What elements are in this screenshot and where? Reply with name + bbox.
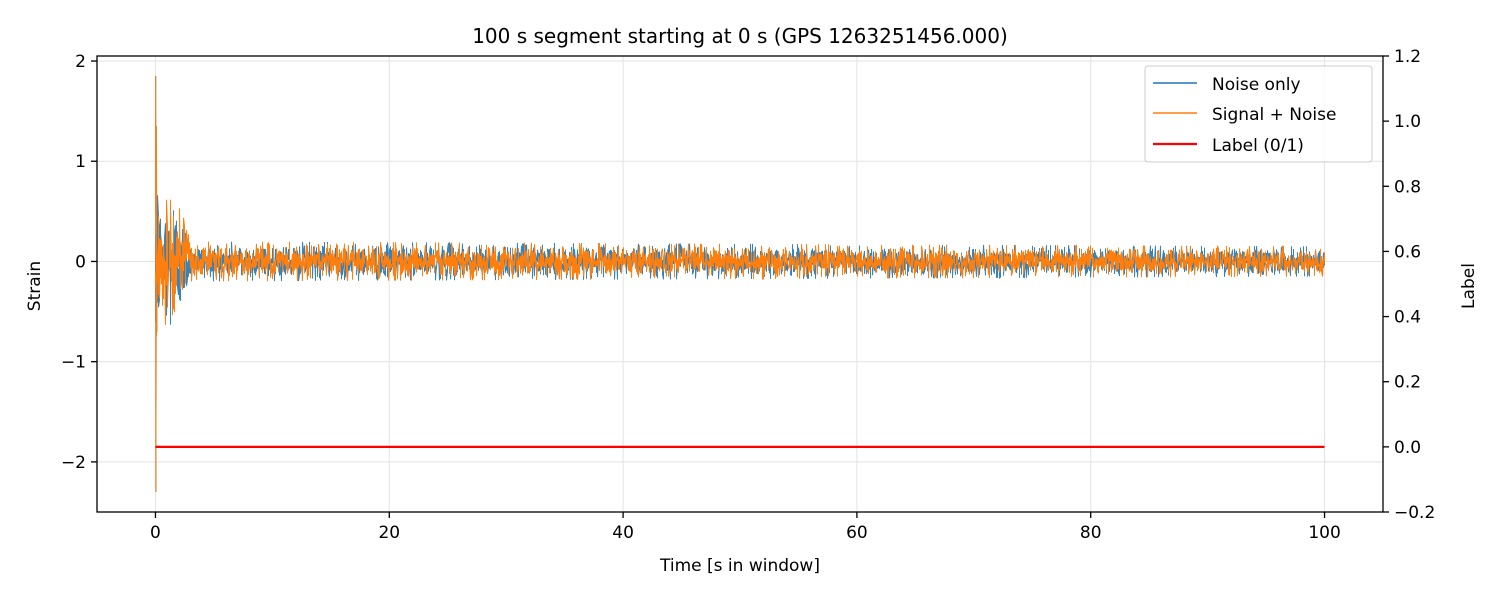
x-tick-label: 60	[846, 523, 868, 543]
y2-tick-label: 1.0	[1394, 112, 1421, 132]
y2-tick-label: 0.2	[1394, 373, 1421, 393]
legend: Noise only Signal + Noise Label (0/1)	[1144, 65, 1373, 163]
y-tick-label: 1	[75, 152, 86, 172]
y-axis-label: Strain	[25, 261, 45, 311]
y-tick-label: 0	[75, 252, 86, 272]
legend-label-label: Label (0/1)	[1212, 136, 1304, 156]
legend-label-noise-only: Noise only	[1212, 75, 1301, 95]
y2-tick-label: 0.4	[1394, 308, 1421, 328]
y2-tick-label: 0.0	[1394, 438, 1421, 458]
y-axis-ticks: −2 −1 0 1 2	[61, 52, 97, 473]
y2-tick-label: −0.2	[1394, 503, 1435, 523]
y2-tick-label: 0.8	[1394, 177, 1421, 197]
y2-tick-label: 1.2	[1394, 47, 1421, 67]
series-layer	[155, 75, 1325, 493]
x-tick-label: 80	[1080, 523, 1102, 543]
plot-frame	[96, 55, 1384, 513]
x-axis-ticks: 0 20 40 60 80 100	[150, 512, 1341, 543]
y2-axis-label: Label	[1459, 263, 1479, 309]
y2-axis-ticks: −0.2 0.0 0.2 0.4 0.6 0.8 1.0 1.2	[1383, 47, 1435, 523]
y-tick-label: −1	[61, 353, 86, 373]
x-tick-label: 0	[150, 523, 161, 543]
legend-label-signal-noise: Signal + Noise	[1212, 105, 1336, 125]
x-axis-label: Time [s in window]	[659, 556, 820, 576]
chart-title: 100 s segment starting at 0 s (GPS 12632…	[472, 24, 1008, 48]
x-tick-label: 20	[378, 523, 400, 543]
x-tick-label: 100	[1308, 523, 1340, 543]
series-signal-noise-line	[155, 75, 1325, 493]
y-tick-label: 2	[75, 52, 86, 72]
y2-tick-label: 0.6	[1394, 242, 1421, 262]
legend-box	[1144, 65, 1373, 163]
x-tick-label: 40	[612, 523, 634, 543]
y-tick-label: −2	[61, 453, 86, 473]
